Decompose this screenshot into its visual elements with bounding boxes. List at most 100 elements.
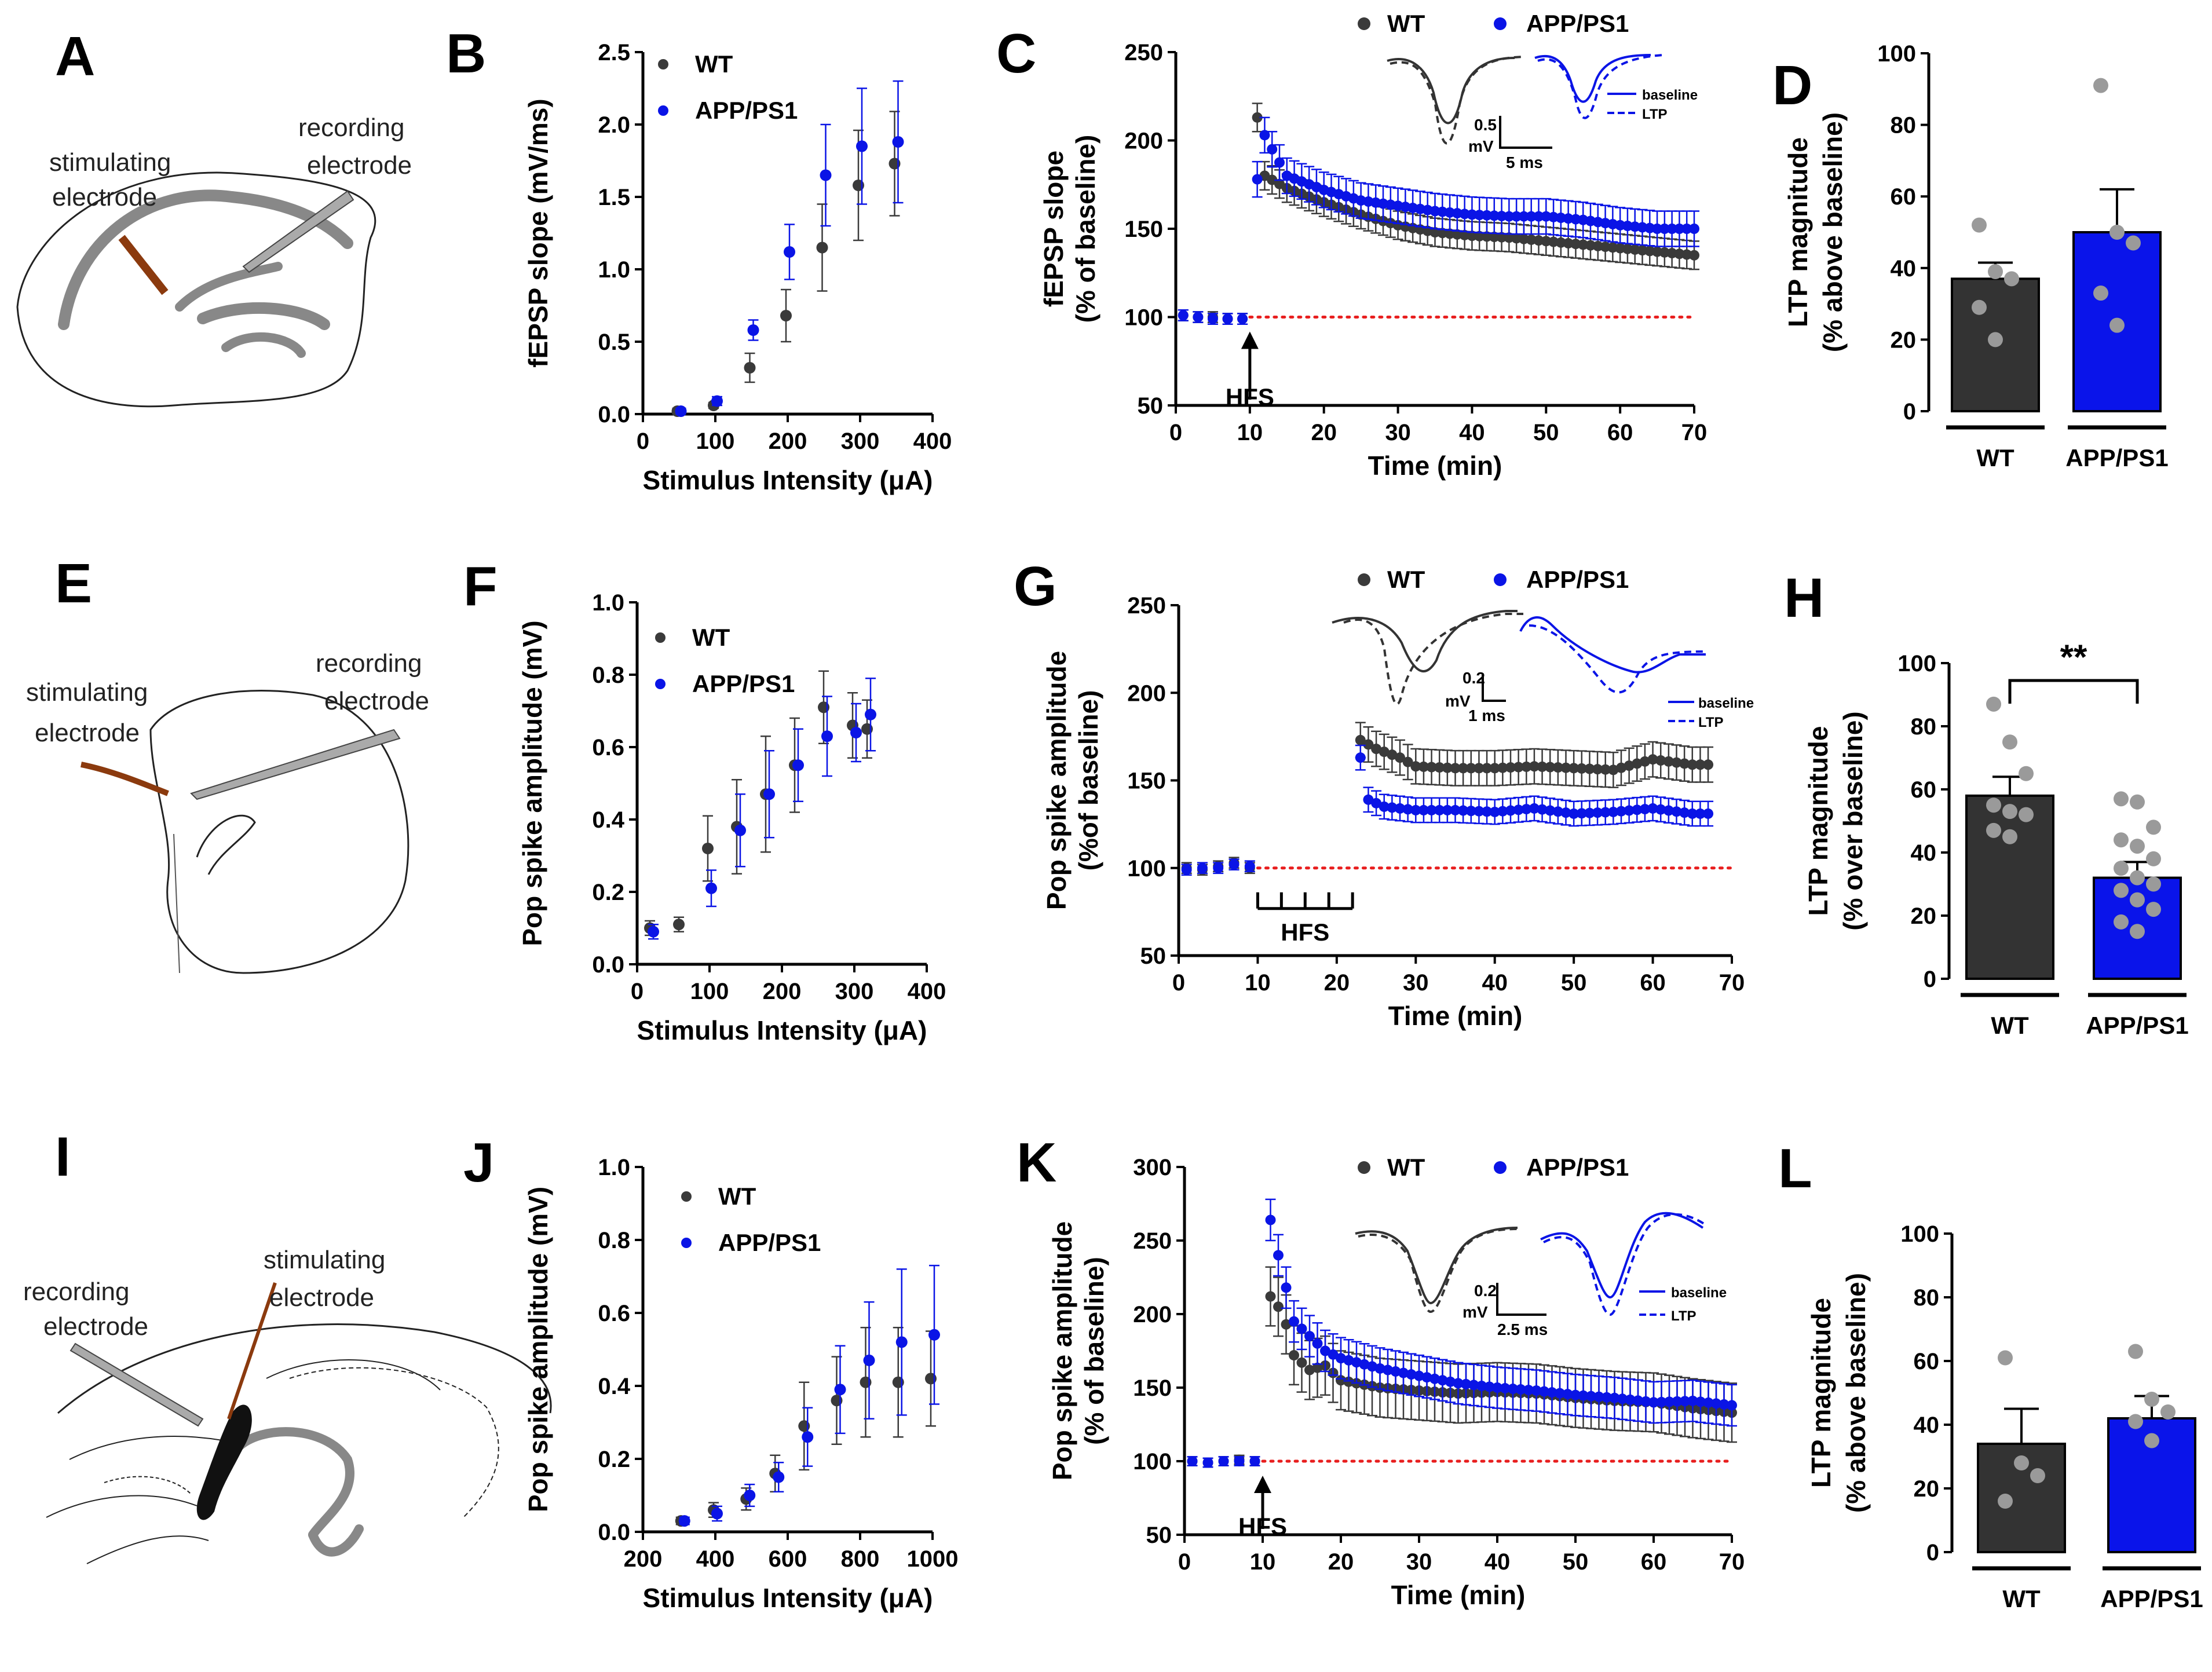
legend-wt-marker [1358, 17, 1370, 30]
legend-wt-marker [658, 59, 668, 69]
app-data-point [928, 1329, 940, 1341]
y-tick-label: 0.2 [598, 1447, 630, 1472]
wt-category-label: WT [1991, 1012, 2029, 1039]
app-individual-point [2114, 791, 2129, 807]
app-data-point [1562, 1389, 1573, 1400]
app-data-point [1359, 1359, 1370, 1370]
app-data-point [1367, 1361, 1377, 1372]
wt-data-point [1371, 744, 1382, 755]
y-tick-label: 0.4 [592, 807, 624, 833]
app-data-point [1187, 1456, 1198, 1466]
app-data-point [1336, 1353, 1346, 1364]
panel-letter-g: G [1014, 555, 1057, 617]
y-tick-label: 50 [1138, 393, 1164, 419]
app-data-point [744, 1490, 756, 1501]
app-data-point [1687, 808, 1698, 819]
y-tick-label: 20 [1891, 327, 1917, 353]
app-individual-point [2146, 819, 2161, 835]
app-data-point [1560, 807, 1571, 818]
app-data-point [1445, 1376, 1456, 1387]
y-tick-label: 200 [1124, 129, 1163, 154]
wt-data-point [1273, 1301, 1284, 1312]
app-data-point [1207, 313, 1218, 324]
y-tick-label: 100 [1133, 1449, 1172, 1475]
x-axis-label: Time (min) [1388, 1001, 1523, 1031]
app-data-point [1671, 806, 1682, 817]
app-data-point [1218, 1456, 1229, 1466]
trace-inset-k: 0.2 mV 2.5 ms baseline LTP [1355, 1212, 1727, 1338]
app-data-point [1617, 1393, 1628, 1404]
wt-data-point [1336, 1375, 1346, 1386]
legend-wt-marker [1358, 1161, 1370, 1174]
y-axis-label: LTP magnitude [1783, 137, 1813, 327]
app-data-point [1504, 211, 1515, 222]
significance-marker: ** [2060, 638, 2087, 676]
panel-d-chart: D 0 20 40 60 80 100 LTP magnitude (% above basel… [1772, 41, 2169, 471]
app-individual-point [2114, 861, 2129, 876]
wt-data-point [1402, 756, 1413, 767]
app-data-point [1320, 1345, 1330, 1356]
app-data-point [1497, 806, 1508, 817]
wt-individual-point [2002, 734, 2017, 750]
x-tick-label: 20 [1324, 970, 1350, 996]
y-tick-label: 0 [1903, 399, 1916, 425]
app-data-point [865, 708, 876, 720]
wt-data-point [1489, 763, 1500, 774]
app-data-point [1529, 803, 1540, 814]
wt-data-point [1616, 762, 1626, 773]
scale-c-t: 5 ms [1506, 153, 1543, 171]
y-axis-label: fEPSP slope (mV/ms) [523, 98, 553, 367]
app-data-point [1703, 808, 1714, 819]
app-data-point [1304, 1331, 1315, 1342]
wt-individual-point [1986, 696, 2001, 712]
app-individual-point [2130, 870, 2145, 886]
app-data-point [1584, 807, 1595, 818]
stim-label-a-2: electrode [52, 183, 157, 211]
panel-a-schematic: A stimulating electrode recording electr… [16, 25, 412, 408]
app-data-point [1703, 1397, 1714, 1408]
x-tick-label: 40 [1485, 1549, 1511, 1575]
legend-wt-label: WT [718, 1183, 756, 1210]
wt-data-point [1545, 762, 1556, 773]
panel-letter-l: L [1778, 1137, 1812, 1199]
app-data-point [1474, 210, 1485, 221]
app-data-point [1496, 211, 1507, 222]
y-tick-label: 0.0 [598, 1520, 630, 1545]
y-tick-label: 250 [1127, 593, 1166, 619]
app-data-point [1355, 752, 1366, 763]
app-data-point [1625, 1394, 1636, 1405]
scale-k-v2: mV [1463, 1303, 1488, 1321]
app-data-point [1265, 1214, 1276, 1225]
app-data-point [1555, 1388, 1565, 1399]
app-data-point [1537, 804, 1548, 815]
x-tick-label: 1000 [907, 1546, 959, 1572]
trace-inset-g: 0.2 mV 1 ms baseline LTP [1332, 610, 1754, 730]
y-axis-label: Pop spike amplitude [1041, 651, 1072, 910]
y-tick-label: 100 [1900, 1221, 1939, 1247]
wt-individual-point [1986, 822, 2001, 838]
legend-app-label: APP/PS1 [695, 97, 798, 124]
x-tick-label: 50 [1561, 970, 1587, 996]
x-tick-label: 50 [1533, 420, 1559, 445]
wt-data-point [1639, 756, 1650, 767]
app-data-point [1249, 1456, 1260, 1466]
app-data-point [1229, 859, 1240, 870]
y-tick-label: 1.0 [598, 257, 630, 283]
app-data-point [1390, 1366, 1401, 1377]
y-tick-label: 250 [1124, 40, 1163, 65]
app-data-point [1592, 807, 1603, 818]
x-axis-label: Stimulus Intensity (μA) [643, 1583, 933, 1613]
app-data-point [1664, 1396, 1674, 1407]
y-tick-label: 20 [1914, 1476, 1940, 1502]
app-data-point [1576, 808, 1587, 819]
wt-data-point [673, 919, 685, 931]
app-data-point [1531, 1385, 1542, 1396]
panel-b-chart: B 0.0 0.5 1.0 1.5 2.0 2.5 0 100 200 300 400 Stimulus… [446, 23, 952, 495]
app-data-point [1680, 1396, 1690, 1407]
app-data-point [792, 759, 804, 771]
x-axis-label: Time (min) [1391, 1580, 1526, 1610]
app-data-point [1181, 864, 1192, 875]
legend-wt-marker [1358, 573, 1370, 586]
app-data-point [1458, 805, 1469, 816]
wt-data-point [1450, 763, 1461, 774]
